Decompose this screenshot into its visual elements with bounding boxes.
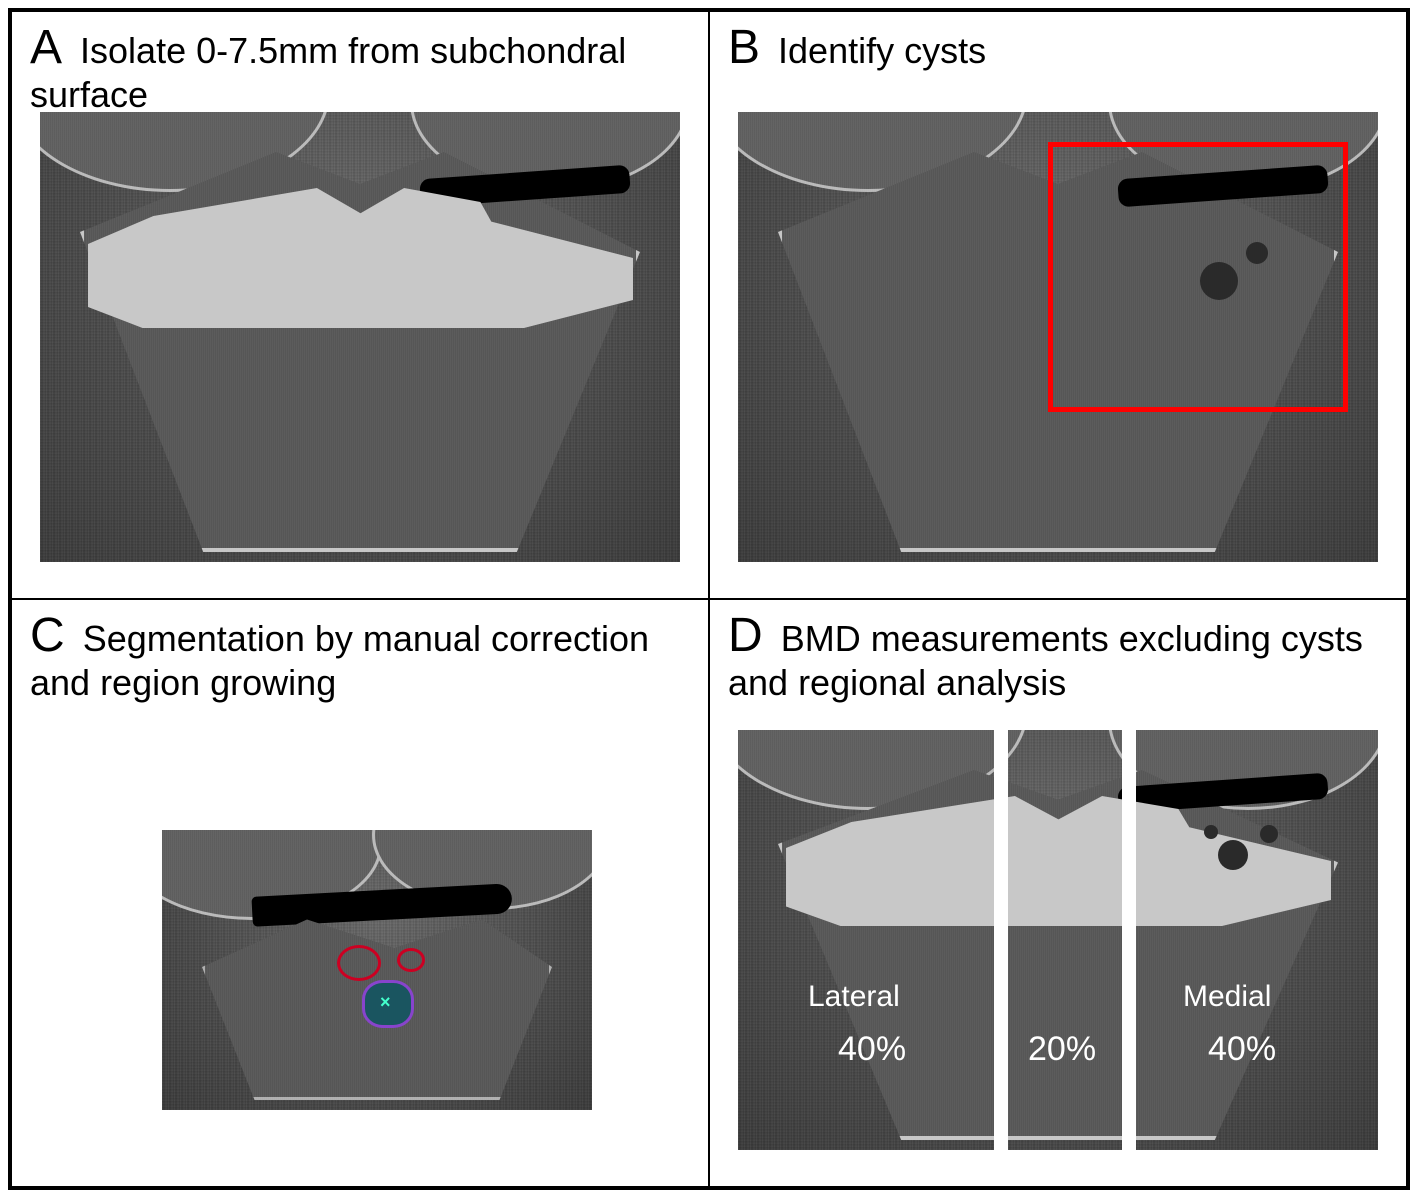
panel-d-title: BMD measurements excluding cysts and reg… xyxy=(728,618,1363,703)
panel-d-letter: D xyxy=(728,609,763,662)
region-divider-2 xyxy=(1122,730,1136,1150)
seed-marker: × xyxy=(380,992,391,1013)
panel-b-letter: B xyxy=(728,21,760,74)
region-label-medial: Medial xyxy=(1183,980,1271,1014)
panel-c: C Segmentation by manual correction and … xyxy=(11,599,709,1187)
ct-image-d: Lateral 40% 20% Medial 40% xyxy=(738,730,1378,1150)
excluded-cyst-3 xyxy=(1204,825,1218,839)
panel-c-title: Segmentation by manual correction and re… xyxy=(30,618,649,703)
ct-image-a xyxy=(40,112,680,562)
panel-a-letter: A xyxy=(30,21,62,74)
panel-d-label: D BMD measurements excluding cysts and r… xyxy=(728,610,1368,702)
cyst-contour-1 xyxy=(337,945,381,981)
excluded-cyst-1 xyxy=(1218,840,1248,870)
panel-c-letter: C xyxy=(30,609,65,662)
panel-b-label: B Identify cysts xyxy=(728,22,986,75)
region-pct-center: 20% xyxy=(1028,1030,1096,1069)
region-pct-medial: 40% xyxy=(1208,1030,1276,1069)
panel-a-title: Isolate 0-7.5mm from subchondral surface xyxy=(30,30,626,115)
panel-a-label: A Isolate 0-7.5mm from subchondral surfa… xyxy=(30,22,670,114)
region-label-lateral: Lateral xyxy=(808,980,900,1014)
ct-image-b xyxy=(738,112,1378,562)
figure-grid: A Isolate 0-7.5mm from subchondral surfa… xyxy=(8,8,1410,1190)
cyst-contour-2 xyxy=(397,948,425,972)
region-divider-1 xyxy=(994,730,1008,1150)
excluded-cyst-2 xyxy=(1260,825,1278,843)
ct-image-c: × xyxy=(162,830,592,1110)
cyst-highlight-box xyxy=(1048,142,1348,412)
panel-d: D BMD measurements excluding cysts and r… xyxy=(709,599,1407,1187)
panel-a: A Isolate 0-7.5mm from subchondral surfa… xyxy=(11,11,709,599)
panel-c-label: C Segmentation by manual correction and … xyxy=(30,610,670,702)
region-pct-lateral: 40% xyxy=(838,1030,906,1069)
panel-b-title: Identify cysts xyxy=(778,30,986,71)
panel-b: B Identify cysts xyxy=(709,11,1407,599)
